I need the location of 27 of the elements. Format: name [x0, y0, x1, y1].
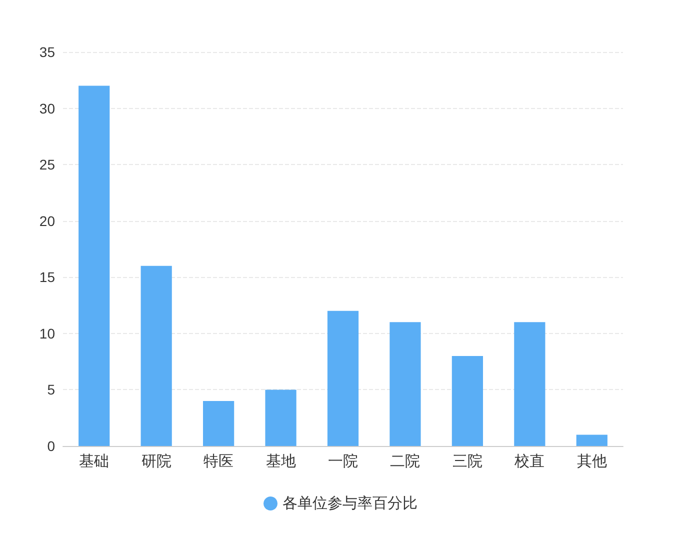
bar	[203, 400, 234, 446]
x-tick-label: 三院	[452, 453, 482, 470]
bar	[576, 434, 608, 446]
y-tick-label: 15	[39, 269, 56, 286]
bar	[452, 356, 483, 446]
y-tick-label: 20	[39, 212, 56, 229]
bar	[78, 86, 110, 446]
y-tick-label: 0	[47, 438, 56, 454]
bar	[140, 266, 172, 446]
x-tick-label: 二院	[390, 453, 420, 470]
bar	[514, 322, 546, 446]
legend-label: 各单位参与率百分比	[282, 495, 418, 512]
x-tick-label: 其他	[576, 453, 607, 470]
bar	[390, 322, 421, 446]
y-tick-label: 35	[39, 44, 56, 60]
x-tick-label: 特医	[204, 453, 234, 470]
y-tick-label: 30	[39, 100, 56, 116]
y-tick-label: 5	[47, 382, 56, 398]
bar	[265, 390, 296, 446]
x-tick-label: 校直	[514, 453, 545, 470]
x-tick-label: 研院	[141, 453, 172, 470]
x-tick-label: 基地	[266, 453, 296, 470]
y-tick-label: 10	[39, 325, 56, 342]
x-tick-label: 基础	[79, 453, 110, 470]
y-tick-label: 25	[39, 156, 56, 173]
x-tick-label: 一院	[328, 453, 358, 470]
bar	[327, 310, 359, 446]
